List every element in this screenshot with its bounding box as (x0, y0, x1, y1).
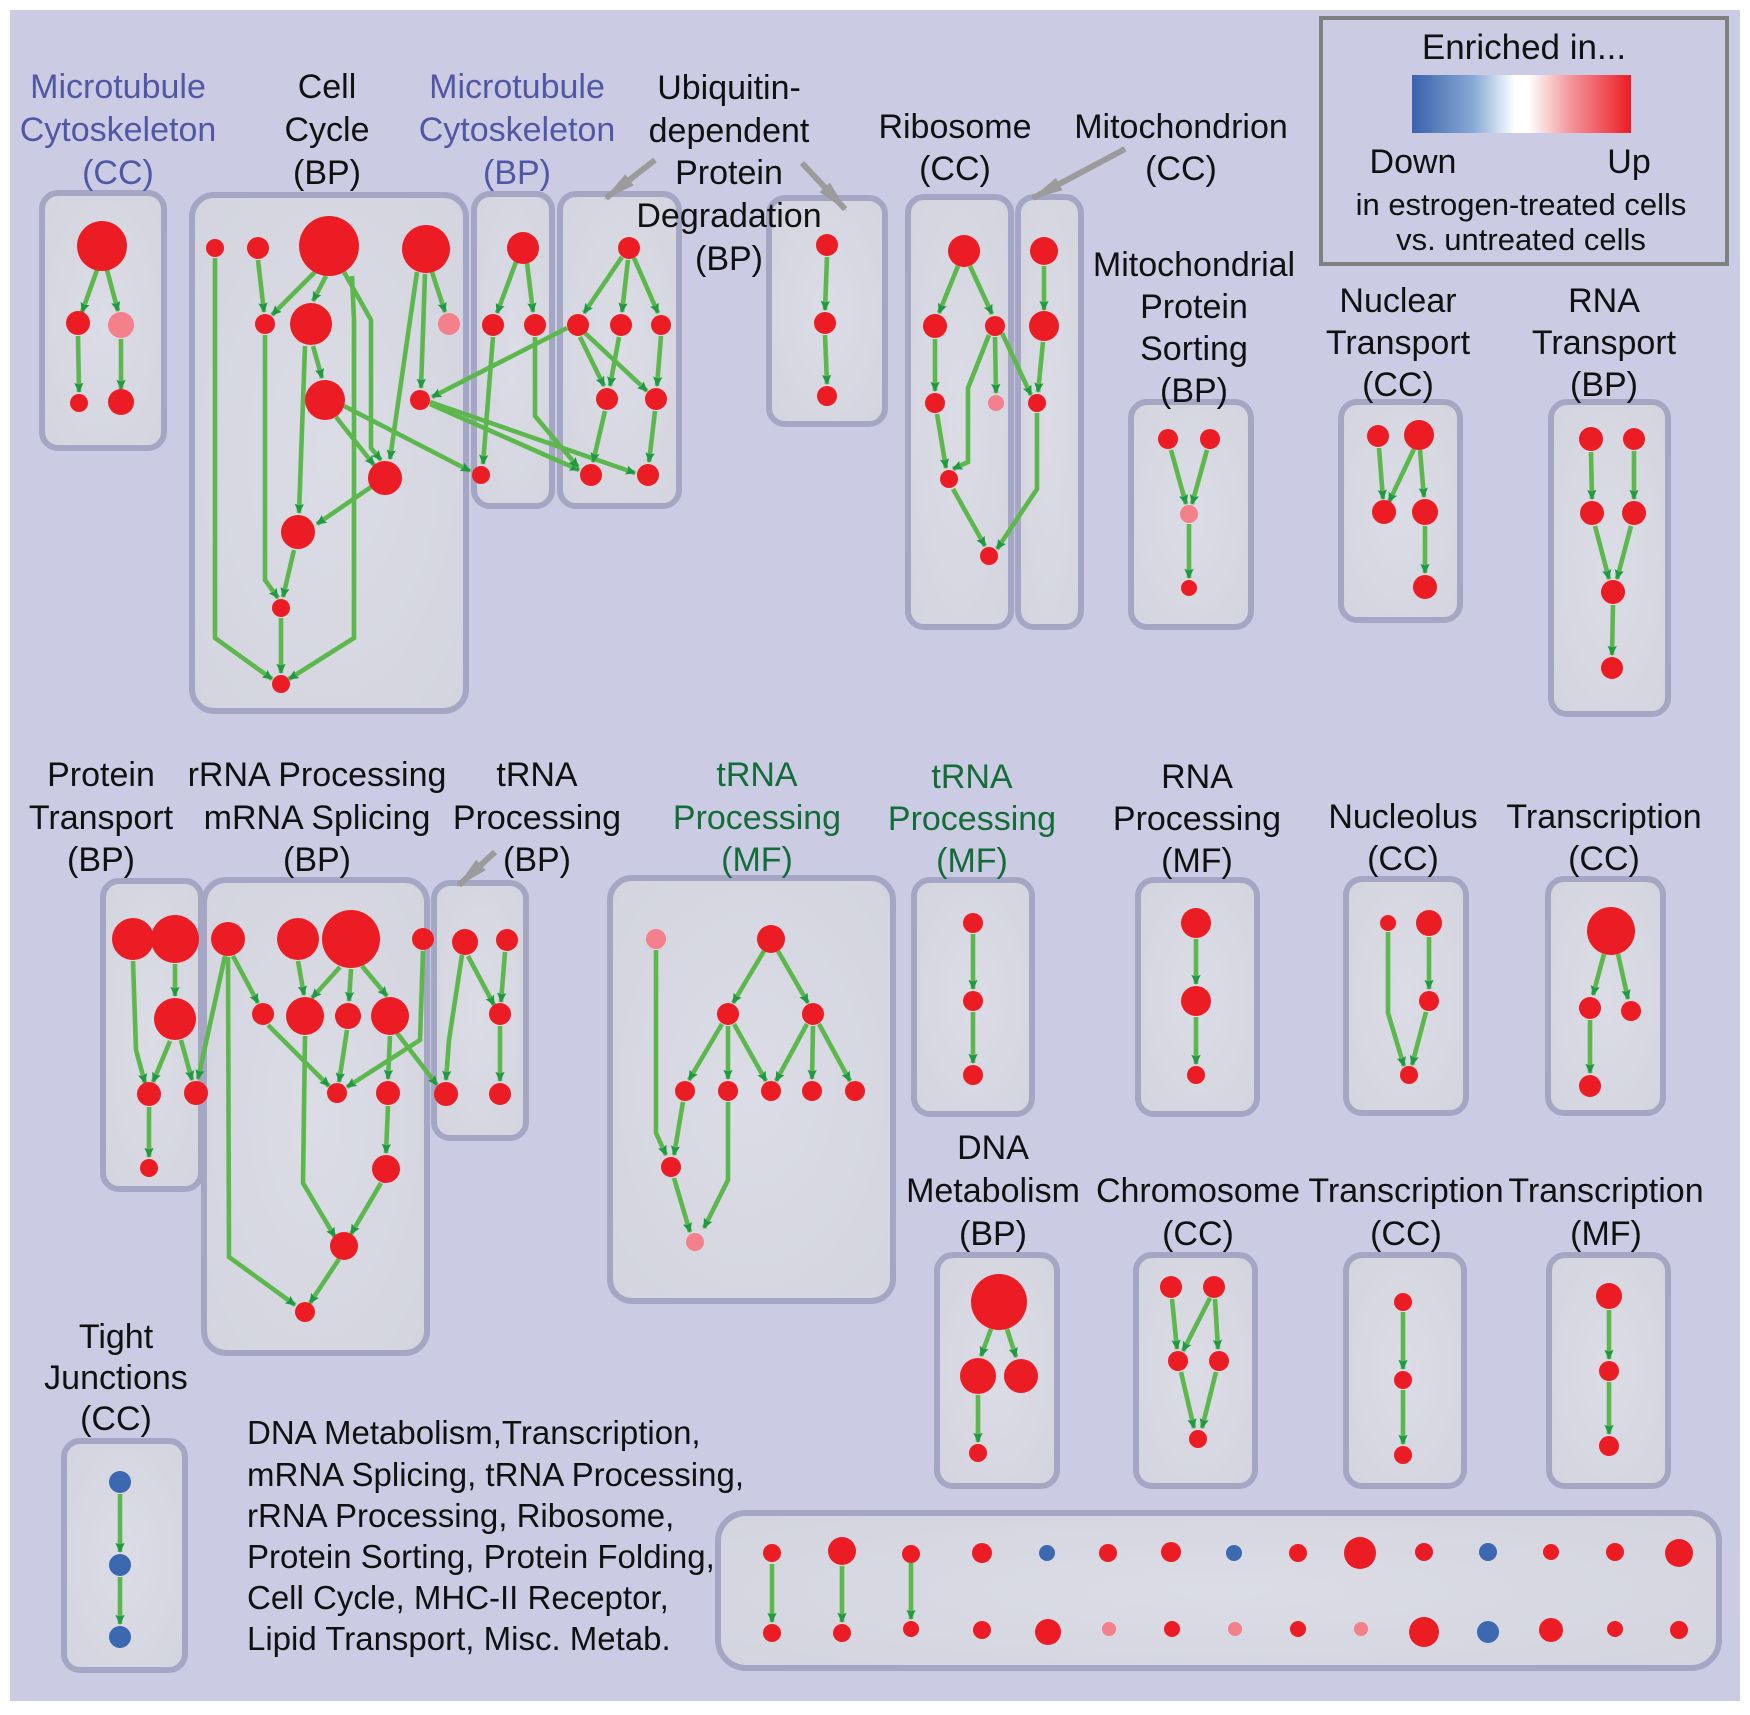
svg-text:(MF): (MF) (1570, 1215, 1642, 1253)
svg-text:Chromosome: Chromosome (1096, 1172, 1300, 1210)
svg-text:vs. untreated cells: vs. untreated cells (1396, 222, 1646, 257)
svg-text:mRNA Splicing: mRNA Splicing (204, 799, 431, 837)
svg-text:DNA Metabolism,Transcription,: DNA Metabolism,Transcription, (247, 1414, 701, 1451)
svg-text:Tight: Tight (79, 1318, 154, 1356)
svg-text:Protein: Protein (47, 756, 155, 794)
svg-text:(MF): (MF) (936, 842, 1008, 880)
svg-text:(BP): (BP) (959, 1215, 1027, 1253)
svg-text:(BP): (BP) (695, 240, 763, 278)
svg-text:in estrogen-treated cells: in estrogen-treated cells (1356, 187, 1687, 222)
svg-text:rRNA Processing, Ribosome,: rRNA Processing, Ribosome, (247, 1497, 674, 1534)
svg-text:Mitochondrion: Mitochondrion (1074, 108, 1288, 146)
svg-text:Ribosome: Ribosome (878, 108, 1031, 146)
svg-text:Cytoskeleton: Cytoskeleton (20, 111, 217, 149)
svg-text:(CC): (CC) (919, 150, 991, 188)
svg-text:(CC): (CC) (1370, 1215, 1442, 1253)
svg-text:rRNA Processing: rRNA Processing (188, 756, 447, 794)
svg-text:Protein Sorting, Protein Foldi: Protein Sorting, Protein Folding, (247, 1538, 715, 1575)
svg-text:Protein: Protein (1140, 288, 1248, 326)
svg-text:(CC): (CC) (1162, 1215, 1234, 1253)
svg-text:(BP): (BP) (293, 154, 361, 192)
svg-text:Up: Up (1607, 143, 1650, 181)
svg-text:Mitochondrial: Mitochondrial (1093, 246, 1295, 284)
svg-text:(BP): (BP) (483, 154, 551, 192)
svg-text:Cytoskeleton: Cytoskeleton (419, 111, 616, 149)
svg-text:(MF): (MF) (1161, 842, 1233, 880)
svg-text:(BP): (BP) (67, 841, 135, 879)
svg-text:(CC): (CC) (80, 1400, 152, 1438)
svg-text:(CC): (CC) (1568, 840, 1640, 878)
svg-text:Microtubule: Microtubule (30, 68, 206, 106)
svg-text:Processing: Processing (1113, 800, 1281, 838)
svg-text:(BP): (BP) (503, 841, 571, 879)
svg-text:(MF): (MF) (721, 841, 793, 879)
svg-text:Down: Down (1370, 143, 1457, 181)
svg-text:Transcription: Transcription (1508, 1172, 1703, 1210)
svg-text:Transcription: Transcription (1506, 798, 1701, 836)
svg-text:Transport: Transport (1532, 324, 1677, 362)
svg-text:(BP): (BP) (1570, 366, 1638, 404)
svg-text:Degradation: Degradation (636, 197, 821, 235)
svg-text:tRNA: tRNA (931, 758, 1013, 796)
svg-text:Processing: Processing (453, 799, 621, 837)
svg-text:(CC): (CC) (82, 154, 154, 192)
svg-text:(CC): (CC) (1145, 150, 1217, 188)
svg-text:Protein: Protein (675, 154, 783, 192)
svg-text:Metabolism: Metabolism (906, 1172, 1080, 1210)
svg-text:Junctions: Junctions (44, 1359, 188, 1397)
svg-text:Microtubule: Microtubule (429, 68, 605, 106)
svg-text:tRNA: tRNA (496, 756, 578, 794)
svg-text:RNA: RNA (1568, 282, 1640, 320)
svg-text:(CC): (CC) (1367, 840, 1439, 878)
svg-text:RNA: RNA (1161, 758, 1233, 796)
svg-text:(CC): (CC) (1362, 366, 1434, 404)
svg-text:Processing: Processing (673, 799, 841, 837)
svg-text:Enriched in...: Enriched in... (1422, 28, 1626, 67)
svg-text:Cell: Cell (298, 68, 357, 106)
svg-text:(BP): (BP) (283, 841, 351, 879)
svg-text:Sorting: Sorting (1140, 330, 1248, 368)
svg-text:(BP): (BP) (1160, 372, 1228, 410)
svg-text:DNA: DNA (957, 1129, 1029, 1167)
svg-text:Transport: Transport (1326, 324, 1471, 362)
svg-text:dependent: dependent (649, 112, 810, 150)
svg-text:tRNA: tRNA (716, 756, 798, 794)
svg-text:Cycle: Cycle (284, 111, 369, 149)
svg-text:Nuclear: Nuclear (1339, 282, 1456, 320)
svg-text:Lipid Transport, Misc. Metab.: Lipid Transport, Misc. Metab. (247, 1620, 671, 1657)
svg-text:Nucleolus: Nucleolus (1328, 798, 1477, 836)
svg-text:Ubiquitin-: Ubiquitin- (657, 69, 801, 107)
svg-text:Processing: Processing (888, 800, 1056, 838)
svg-text:Transcription: Transcription (1308, 1172, 1503, 1210)
svg-text:Cell Cycle, MHC-II Receptor,: Cell Cycle, MHC-II Receptor, (247, 1579, 669, 1616)
svg-text:mRNA Splicing, tRNA Processing: mRNA Splicing, tRNA Processing, (247, 1456, 744, 1493)
svg-text:Transport: Transport (29, 799, 174, 837)
